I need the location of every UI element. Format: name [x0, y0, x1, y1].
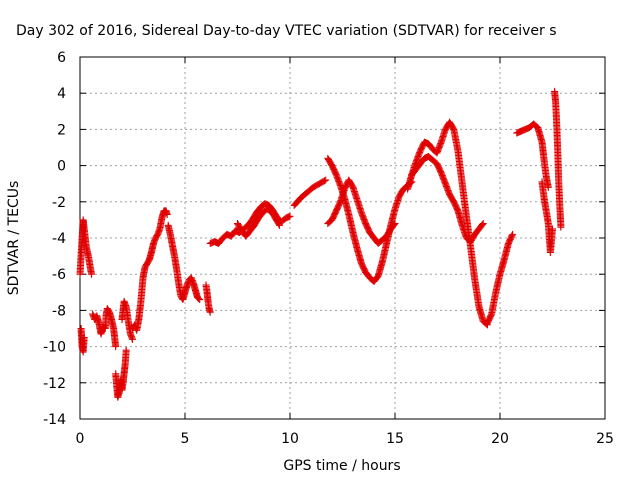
y-tick-label: -12: [43, 376, 66, 392]
chart-title: Day 302 of 2016, Sidereal Day-to-day VTE…: [16, 23, 557, 39]
data-point: [80, 334, 88, 342]
data-point: [508, 232, 516, 240]
data-point: [206, 308, 214, 316]
y-tick-label: 4: [57, 86, 66, 102]
data-point: [390, 221, 398, 229]
y-tick-label: -2: [52, 195, 66, 211]
y-tick-label: 0: [57, 159, 66, 175]
x-tick-label: 0: [76, 431, 85, 447]
data-point: [276, 221, 283, 229]
data-point: [478, 221, 486, 229]
y-tick-label: -8: [52, 303, 66, 319]
data-point: [509, 230, 517, 238]
grid-layer: [80, 57, 605, 419]
data-point: [286, 212, 294, 220]
data-point: [479, 220, 487, 228]
y-tick-label: -10: [43, 340, 66, 356]
x-tick-label: 20: [491, 431, 509, 447]
axis-ticks: 0 5 10 15 20 25 -14 -12 -10 -8 -6 -4 -2 0 2 4 6: [43, 50, 614, 447]
x-tick-label: 10: [281, 431, 299, 447]
y-axis-label: SDTVAR / TECUs: [6, 181, 22, 296]
data-point: [391, 220, 399, 228]
data-point: [549, 225, 556, 233]
y-tick-label: -4: [52, 231, 66, 247]
data-point: [88, 270, 96, 278]
data-point: [195, 295, 203, 303]
x-axis-label: GPS time / hours: [283, 458, 400, 474]
y-tick-label: 2: [57, 122, 66, 138]
data-point: [275, 220, 283, 228]
y-tick-label: -14: [43, 412, 66, 428]
x-tick-label: 25: [596, 431, 614, 447]
y-tick-label: -6: [52, 267, 66, 283]
data-point: [557, 223, 565, 231]
data-points: [76, 87, 565, 401]
data-point: [112, 343, 120, 351]
data-point: [122, 346, 130, 354]
data-point: [196, 296, 204, 304]
data-point: [163, 210, 171, 218]
y-tick-label: 6: [57, 50, 66, 66]
data-point: [322, 176, 330, 184]
data-point: [320, 177, 328, 185]
x-tick-label: 5: [181, 431, 190, 447]
data-point: [129, 335, 136, 343]
x-tick-label: 15: [386, 431, 404, 447]
